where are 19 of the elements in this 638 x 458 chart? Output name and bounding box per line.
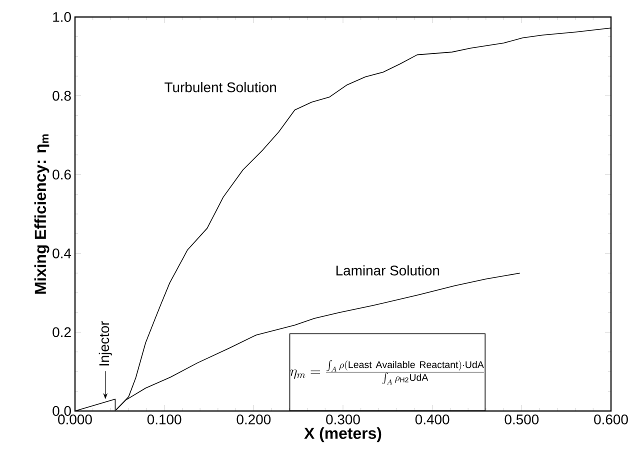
series-label: Turbulent Solution: [164, 82, 276, 92]
x-tick-label: 0.200: [236, 414, 271, 424]
x-axis-title: X (meters): [304, 427, 382, 442]
y-tick-label: 1.0: [53, 12, 71, 22]
x-tick-label: 0.300: [326, 414, 360, 424]
series-label: Laminar Solution: [336, 265, 440, 276]
y-tick-label: 0.2: [52, 327, 71, 338]
annotation: Injector: [98, 321, 112, 366]
x-tick-label: 0.500: [504, 414, 539, 424]
y-tick-label: 0.8: [52, 90, 71, 101]
x-tick-label: 0.100: [147, 414, 182, 424]
x-tick-label: 0.400: [415, 414, 450, 424]
x-tick-label: 0.000: [58, 414, 92, 424]
x-tick-label: 0.600: [594, 414, 628, 424]
y-axis-title: Mixing Efficiency: η$_{m}$: [34, 134, 50, 294]
annotation: $\eta_m = \frac{\int_A\rho(\mathrm{Least\ Available\ Reactant})\cdot \mathrm{UdA}}{\int_A\rho_{\mathrm{H2}}\mathrm{UdA}}$: [290, 360, 484, 384]
y-tick-label: 0.6: [52, 170, 71, 180]
y-tick-label: 0.4: [52, 248, 72, 258]
y-tick-label: 0.0: [52, 406, 71, 416]
